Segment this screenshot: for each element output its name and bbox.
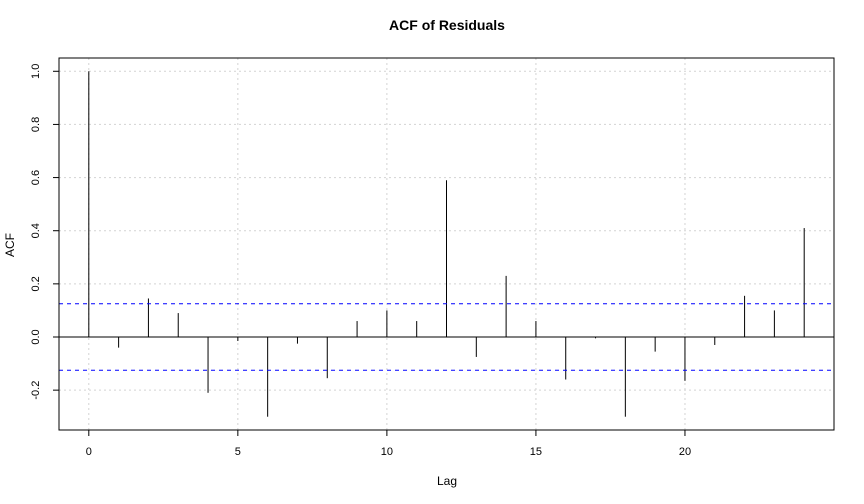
y-axis-label: ACF	[3, 233, 17, 257]
y-tick-label: -0.2	[30, 381, 42, 400]
x-tick-label: 10	[381, 446, 393, 458]
y-tick-label: 0.8	[30, 117, 42, 132]
y-tick-label: 0.2	[30, 276, 42, 291]
x-tick-label: 20	[679, 446, 691, 458]
confidence-bounds	[59, 303, 834, 371]
y-tick-label: 0.4	[30, 223, 42, 238]
y-tick-label: 0.6	[30, 170, 42, 185]
axes: 0 5 10 15 20 -0.2 0.0 0.2 0.4 0.6 0.8 1.0	[30, 64, 691, 458]
x-tick-label: 0	[86, 446, 92, 458]
y-tick-label: 1.0	[30, 64, 42, 79]
x-tick-label: 15	[530, 446, 542, 458]
x-tick-label: 5	[235, 446, 241, 458]
bar-series	[88, 71, 805, 417]
y-tick-label: 0.0	[30, 329, 42, 344]
x-axis-label: Lag	[437, 474, 457, 488]
plot-frame	[58, 57, 835, 431]
chart-title: ACF of Residuals	[389, 17, 505, 33]
